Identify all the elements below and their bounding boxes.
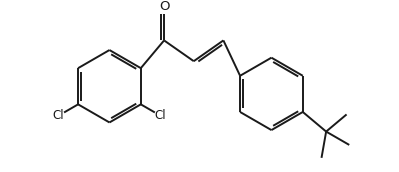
Text: Cl: Cl <box>155 109 166 122</box>
Text: O: O <box>159 0 169 13</box>
Text: Cl: Cl <box>53 109 64 122</box>
